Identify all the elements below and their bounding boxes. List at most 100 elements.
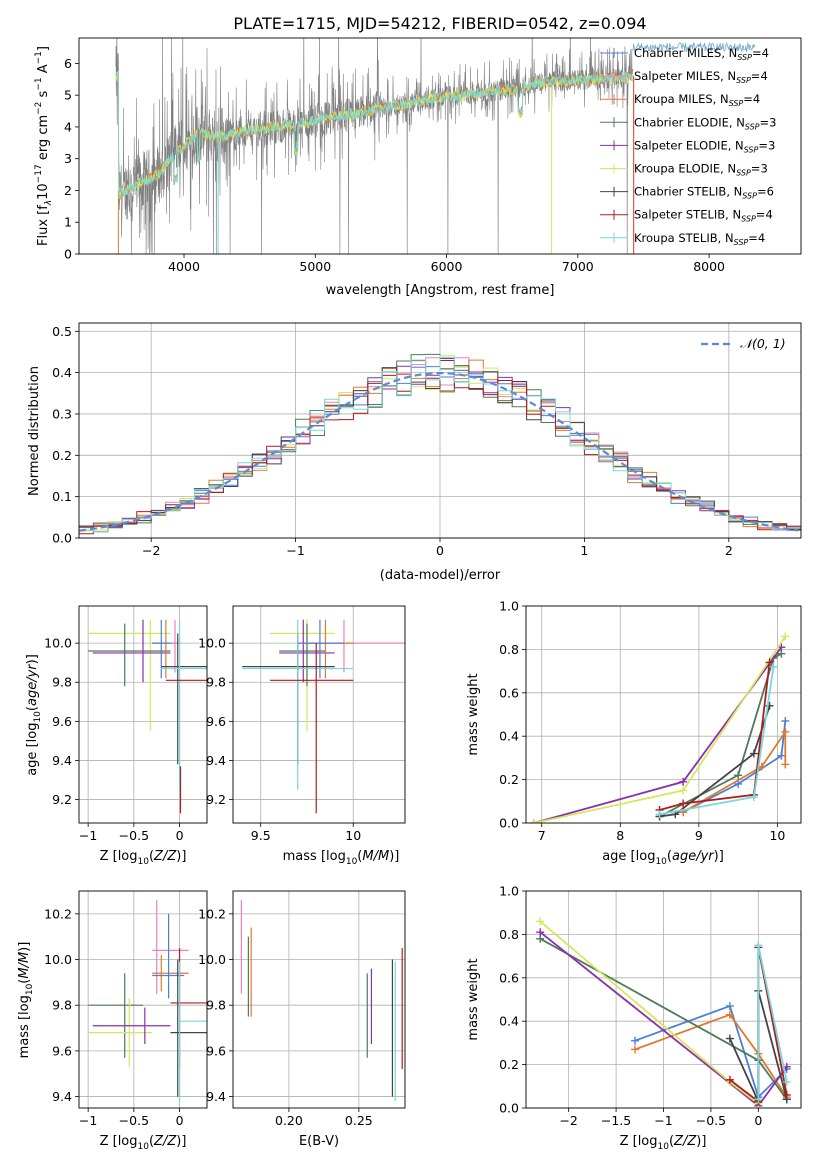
data-point-marker [769,662,778,671]
data-point-marker [679,786,688,795]
x-tick-label: −0.5 [119,828,149,843]
data-point-marker [782,1077,791,1086]
x-tick-label: 0 [176,828,184,843]
y-tick-label: 6 [64,56,72,71]
legend-label: Salpeter STELIB, NSSP=4 [634,208,773,224]
x-tick-label: 4000 [168,259,200,274]
histogram-step [79,356,801,533]
y-tick-label: 0.2 [499,772,519,787]
y-tick-label: 9.6 [52,714,72,729]
legend-label: Chabrier ELODIE, NSSP=3 [634,115,776,131]
y-tick-label: 0.2 [499,1057,519,1072]
data-point-marker [749,749,758,758]
axis-label: mass [log10(M/M)] [17,942,35,1059]
y-tick-label: 9.4 [206,753,226,768]
data-point-marker [725,1010,734,1019]
y-tick-label: 1.0 [499,599,519,614]
x-tick-label: 10 [345,828,361,843]
legend-item: Chabrier MILES, NSSP=4 [600,46,769,62]
x-tick-label: 7 [538,828,546,843]
legend-label: Salpeter ELODIE, NSSP=3 [634,138,775,154]
y-tick-label: 9.6 [206,1043,226,1058]
axis-label: Z [log10(Z/Z)] [100,1134,187,1152]
x-tick-label: 6000 [431,259,463,274]
y-tick-label: 9.6 [52,1043,72,1058]
y-tick-label: 10.0 [198,636,226,651]
x-tick-label: 2 [725,543,733,558]
data-point-marker [781,717,790,726]
axes-frame [78,37,802,255]
legend-label: Kroupa MILES, NSSP=4 [634,92,760,108]
legend-item: Kroupa STELIB, NSSP=4 [600,231,765,247]
x-tick-label: 10 [769,828,785,843]
y-tick-label: 0.6 [499,970,519,985]
y-tick-label: 9.4 [52,753,72,768]
axis-label: age [log10(age/yr)] [25,654,43,776]
series-line [682,720,787,813]
axes-frame [78,890,208,1109]
x-tick-label: 9.5 [251,828,271,843]
data-point-marker [754,941,763,950]
legend-item: Kroupa ELODIE, NSSP=3 [600,162,768,178]
model-spectrum-line [115,70,633,198]
y-tick-label: 9.8 [52,675,72,690]
legend-item: Chabrier STELIB, NSSP=6 [600,185,774,201]
axes-frame [525,890,802,1109]
y-tick-label: 0.1 [52,489,72,504]
y-tick-label: 10.0 [44,952,72,967]
axes-frame [232,890,406,1109]
x-tick-label: −1 [79,1113,97,1128]
x-tick-label: 0 [754,1113,762,1128]
x-tick-label: 8000 [693,259,725,274]
y-tick-label: 3 [64,151,72,166]
data-point-marker [725,1075,734,1084]
legend-label: Kroupa ELODIE, NSSP=3 [634,162,768,178]
axis-label: Z [log10(Z/Z)] [620,1134,707,1152]
y-axis-label: mass weight [466,673,481,755]
y-tick-label: 9.2 [52,792,72,807]
axes-frame [78,605,208,824]
y-tick-label: 10.0 [44,636,72,651]
data-point-marker [754,1095,763,1104]
axis-label: age [log10(age/yr)] [602,849,724,867]
y-tick-label: 9.2 [206,792,226,807]
y-tick-label: 9.4 [52,1089,72,1104]
y-tick-label: 0.4 [499,729,519,744]
spectrum-panel: 4000 5000 6000 7000 8000 0 1 2 3 4 5 6 Chabrier MILE… [34,37,802,298]
y-tick-label: 5 [64,88,72,103]
data-point-marker [749,792,758,801]
y-tick-label: 0.0 [52,531,72,546]
legend-item: Chabrier ELODIE, NSSP=3 [600,115,776,131]
y-tick-label: 0.0 [499,816,519,831]
x-tick-label: 5000 [299,259,331,274]
data-point-marker [781,760,790,769]
z-massweight-panel: −2 −1.5 −1 −0.5 0 0.0 0.2 0.4 0.6 0.8 1.0 mass weig… [466,884,802,1152]
x-tick-label: −1 [79,828,97,843]
x-tick-label: −0.5 [696,1113,726,1128]
gaussian-legend-label: 𝒩(0, 1) [740,336,786,351]
axes-frame [78,322,802,539]
data-point-marker [631,1036,640,1045]
x-tick-label: 9 [695,828,703,843]
legend-label: Kroupa STELIB, NSSP=4 [634,231,765,247]
y-tick-label: 10.2 [198,906,226,921]
x-tick-label: −1.5 [601,1113,631,1128]
legend-item: Kroupa MILES, NSSP=4 [600,92,760,108]
axis-label: Z [log10(Z/Z)] [100,849,187,867]
data-point-marker [725,1034,734,1043]
y-tick-label: 9.8 [206,998,226,1013]
x-tick-label: 1 [580,543,588,558]
observed-spectrum [115,38,633,254]
y-tick-label: 9.6 [206,714,226,729]
y-tick-label: 0.4 [499,1014,519,1029]
axes-frame [525,605,802,824]
data-point-marker [781,632,790,641]
legend-item: Salpeter ELODIE, NSSP=3 [600,138,775,154]
y-tick-label: 10.0 [198,952,226,967]
data-point-marker [536,917,545,926]
y-tick-label: 1.0 [499,884,519,899]
x-axis-label: (data-model)/error [380,568,501,583]
data-point-marker [781,727,790,736]
x-tick-label: 8 [616,828,624,843]
